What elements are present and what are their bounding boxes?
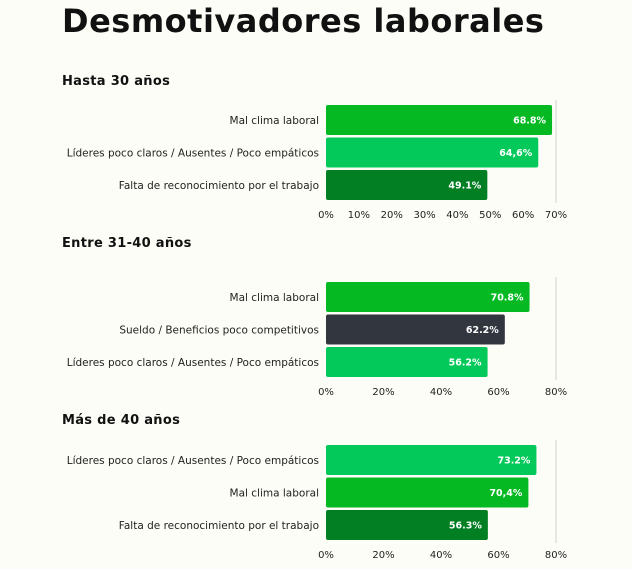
- bar-value-label: 68.8%: [513, 116, 546, 127]
- x-tick-label: 60%: [512, 210, 534, 220]
- category-label: Falta de reconocimiento por el trabajo: [119, 520, 319, 532]
- bar: [326, 445, 537, 475]
- x-tick-label: 0%: [318, 387, 334, 397]
- x-tick-label: 80%: [545, 550, 567, 560]
- category-label: Líderes poco claros / Ausentes / Poco em…: [67, 455, 319, 467]
- x-tick-label: 50%: [479, 210, 501, 220]
- bar-value-label: 70,4%: [489, 488, 522, 499]
- category-label: Mal clima laboral: [230, 488, 319, 500]
- category-label: Líderes poco claros / Ausentes / Poco em…: [67, 357, 319, 369]
- bar-value-label: 73.2%: [497, 456, 530, 467]
- bar: [326, 170, 488, 200]
- bar-value-label: 64,6%: [499, 148, 532, 159]
- category-label: Falta de reconocimiento por el trabajo: [119, 180, 319, 192]
- x-tick-label: 80%: [545, 387, 567, 397]
- bar: [326, 282, 530, 312]
- bar: [326, 137, 539, 168]
- chart-mas-40: 73.2% Líderes poco claros / Ausentes / Po…: [67, 440, 567, 560]
- category-label: Sueldo / Beneficios poco competitivos: [119, 325, 319, 337]
- x-tick-label: 10%: [348, 210, 370, 220]
- x-tick-label: 60%: [487, 387, 509, 397]
- x-tick-label: 60%: [487, 550, 509, 560]
- x-tick-label: 0%: [318, 550, 334, 560]
- bar: [326, 105, 553, 135]
- x-tick-label: 40%: [430, 387, 452, 397]
- x-tick-label: 0%: [318, 210, 334, 220]
- bar: [326, 477, 529, 508]
- page-title: Desmotivadores laborales: [62, 2, 545, 40]
- bar-value-label: 62.2%: [466, 325, 499, 336]
- x-tick-label: 40%: [446, 210, 468, 220]
- x-tick-label: 30%: [413, 210, 435, 220]
- category-label: Líderes poco claros / Ausentes / Poco em…: [67, 148, 319, 160]
- category-label: Mal clima laboral: [230, 115, 319, 127]
- bar: [326, 510, 488, 540]
- x-tick-label: 20%: [381, 210, 403, 220]
- chart-hasta-30: 68.8% Mal clima laboral 64,6% Líderes poco …: [67, 100, 567, 220]
- category-label: Mal clima laboral: [230, 292, 319, 304]
- section-title-31-40: Entre 31-40 años: [62, 236, 192, 251]
- bar-value-label: 49.1%: [448, 181, 481, 192]
- section-title-mas-40: Más de 40 años: [62, 413, 181, 428]
- bar: [326, 314, 505, 345]
- x-tick-label: 70%: [545, 210, 567, 220]
- section-title-hasta-30: Hasta 30 años: [62, 74, 171, 89]
- bar-value-label: 56.2%: [449, 358, 482, 369]
- bar: [326, 347, 488, 377]
- x-tick-label: 20%: [372, 387, 394, 397]
- bar-value-label: 70.8%: [491, 293, 524, 304]
- x-tick-label: 20%: [372, 550, 394, 560]
- bar-value-label: 56.3%: [449, 521, 482, 532]
- x-tick-label: 40%: [430, 550, 452, 560]
- chart-31-40: 70.8% Mal clima laboral 62.2% Sueldo / Bene…: [67, 277, 567, 397]
